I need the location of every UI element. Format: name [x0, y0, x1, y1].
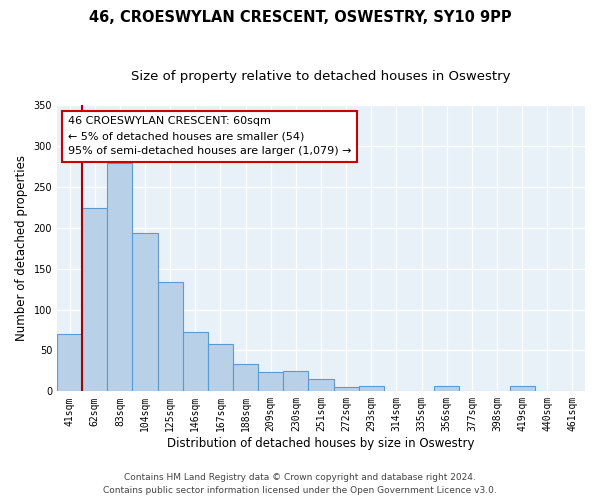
- Bar: [283, 371, 308, 392]
- Text: 46 CROESWYLAN CRESCENT: 60sqm
← 5% of detached houses are smaller (54)
95% of se: 46 CROESWYLAN CRESCENT: 60sqm ← 5% of de…: [68, 116, 351, 156]
- Bar: [233, 364, 258, 392]
- Text: Contains HM Land Registry data © Crown copyright and database right 2024.
Contai: Contains HM Land Registry data © Crown c…: [103, 474, 497, 495]
- Bar: [208, 344, 233, 392]
- Bar: [57, 334, 82, 392]
- Bar: [107, 163, 133, 392]
- Bar: [258, 372, 283, 392]
- X-axis label: Distribution of detached houses by size in Oswestry: Distribution of detached houses by size …: [167, 437, 475, 450]
- Bar: [183, 332, 208, 392]
- Bar: [308, 379, 334, 392]
- Bar: [133, 234, 158, 392]
- Bar: [158, 282, 183, 392]
- Bar: [509, 386, 535, 392]
- Bar: [82, 208, 107, 392]
- Bar: [434, 386, 459, 392]
- Title: Size of property relative to detached houses in Oswestry: Size of property relative to detached ho…: [131, 70, 511, 83]
- Y-axis label: Number of detached properties: Number of detached properties: [15, 155, 28, 341]
- Bar: [334, 387, 359, 392]
- Text: 46, CROESWYLAN CRESCENT, OSWESTRY, SY10 9PP: 46, CROESWYLAN CRESCENT, OSWESTRY, SY10 …: [89, 10, 511, 25]
- Bar: [560, 390, 585, 392]
- Bar: [359, 386, 384, 392]
